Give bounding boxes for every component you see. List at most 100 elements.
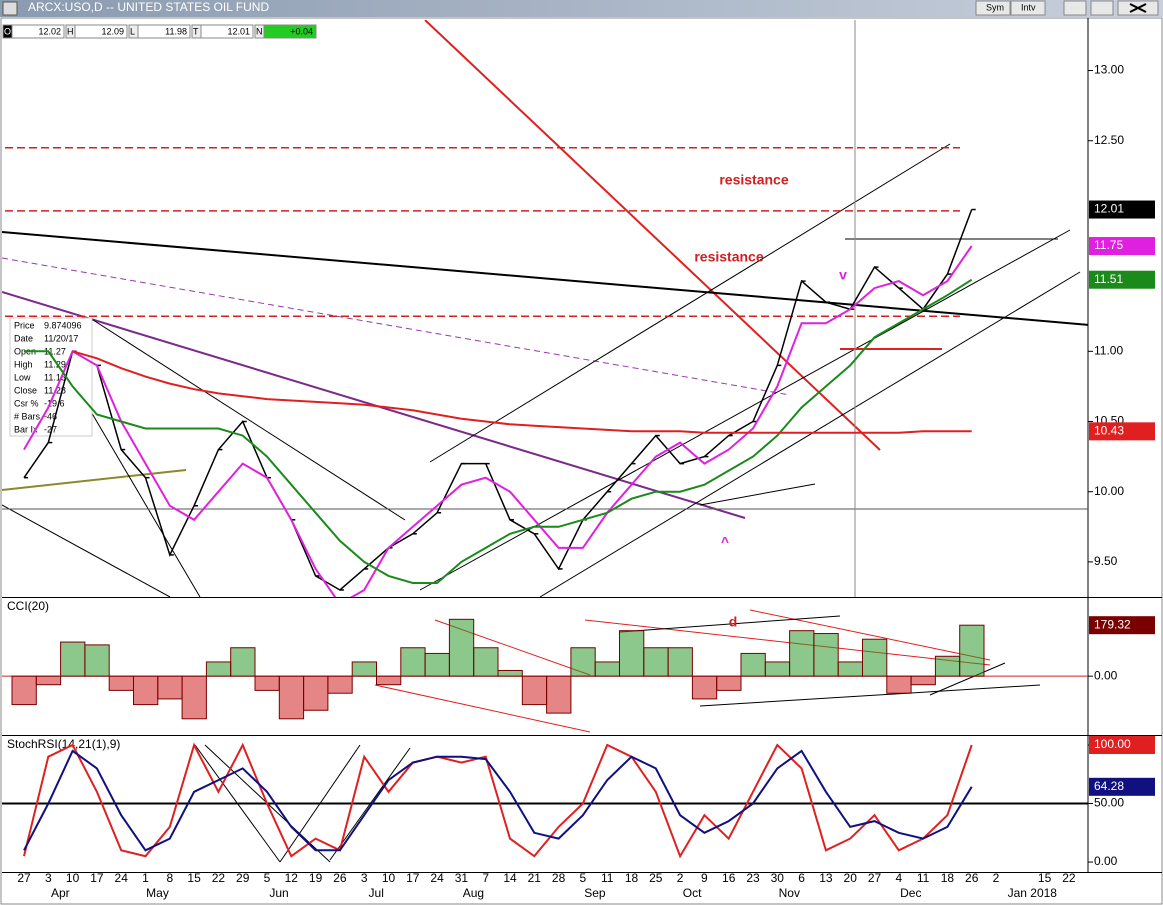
x-tick-label: 15 bbox=[187, 871, 201, 885]
x-tick-label: 11 bbox=[601, 871, 614, 885]
y-tick-label: 11.00 bbox=[1094, 343, 1123, 357]
last-value-box bbox=[1089, 616, 1155, 635]
series-line bbox=[23, 742, 973, 859]
data-window-value: -46 bbox=[44, 411, 57, 421]
intv-button[interactable] bbox=[1010, 0, 1046, 16]
y-tick-label: 9.50 bbox=[1094, 554, 1118, 568]
quote-value-box bbox=[200, 24, 254, 39]
window-title: ARCX:USO,D -- UNITED STATES OIL FUND bbox=[28, 0, 269, 14]
annotation: d bbox=[729, 614, 738, 630]
x-tick-label: 10 bbox=[66, 871, 80, 885]
last-value-box bbox=[1089, 270, 1155, 289]
bar bbox=[886, 675, 912, 694]
x-tick-label: 5 bbox=[264, 871, 271, 885]
annotation: v bbox=[839, 267, 847, 283]
x-month-label: Jul bbox=[369, 886, 384, 900]
x-tick-label: 31 bbox=[455, 871, 469, 885]
bar bbox=[740, 652, 766, 677]
series-line bbox=[72, 350, 972, 434]
last-value-label: 12.01 bbox=[1094, 202, 1124, 216]
bar bbox=[910, 675, 936, 686]
frame bbox=[0, 17, 1163, 905]
x-month-label: Aug bbox=[463, 886, 484, 900]
bar bbox=[862, 638, 888, 677]
trend-line bbox=[584, 619, 991, 666]
bar bbox=[254, 675, 280, 691]
x-tick-label: 3 bbox=[361, 871, 368, 885]
x-tick-label: 27 bbox=[17, 871, 31, 885]
trend-line bbox=[699, 483, 816, 506]
intv-label: Intv bbox=[1021, 2, 1036, 12]
y-tick-label: 12.50 bbox=[1094, 133, 1124, 147]
data-window-label: Low bbox=[14, 372, 31, 382]
minimize-button[interactable] bbox=[1063, 0, 1087, 16]
x-tick-label: 25 bbox=[649, 871, 663, 885]
bar bbox=[570, 647, 596, 677]
bar bbox=[716, 675, 742, 691]
trend-line bbox=[539, 271, 1081, 597]
maximize-button[interactable] bbox=[1090, 0, 1114, 16]
bar bbox=[764, 661, 791, 677]
close-icon bbox=[1129, 3, 1147, 13]
bar bbox=[84, 644, 110, 677]
sym-button[interactable] bbox=[975, 0, 1011, 16]
bar bbox=[376, 675, 402, 686]
x-tick-label: 13 bbox=[819, 871, 833, 885]
series-line bbox=[24, 278, 973, 584]
quote-key: O bbox=[4, 26, 11, 36]
trend-line bbox=[619, 615, 841, 633]
bar bbox=[133, 675, 159, 706]
quote-value-box bbox=[74, 24, 128, 39]
quote-value: 12.01 bbox=[227, 26, 250, 36]
quote-key: N bbox=[256, 26, 263, 36]
bar bbox=[789, 630, 815, 677]
data-window-value: 11.27 bbox=[44, 346, 66, 356]
trend-line bbox=[699, 684, 1041, 707]
trend-line bbox=[424, 20, 881, 451]
x-tick-label: 26 bbox=[333, 871, 347, 885]
quote-value-box bbox=[263, 24, 317, 39]
last-value-label: 179.32 bbox=[1094, 617, 1131, 631]
y-tick-label: 50.00 bbox=[1094, 796, 1124, 810]
x-tick-label: 17 bbox=[90, 871, 104, 885]
x-tick-label: 22 bbox=[1062, 871, 1076, 885]
layer bbox=[5, 147, 976, 597]
last-value-label: 100.00 bbox=[1094, 737, 1131, 751]
data-window-label: Date bbox=[14, 333, 33, 343]
x-tick-label: 27 bbox=[868, 871, 882, 885]
trend-line bbox=[2, 231, 1088, 326]
trend-line bbox=[749, 609, 991, 661]
layer bbox=[2, 742, 1088, 859]
x-tick-label: 16 bbox=[722, 871, 736, 885]
quote-key: L bbox=[130, 26, 135, 36]
data-window-label: Csr % bbox=[14, 398, 39, 408]
last-value-label: 64.28 bbox=[1094, 779, 1124, 793]
data-window-label: # Bars bbox=[14, 411, 41, 421]
x-month-label: Oct bbox=[683, 886, 702, 900]
x-tick-label: 7 bbox=[482, 871, 489, 885]
bar bbox=[619, 630, 645, 677]
data-window-value: -19.6 bbox=[44, 398, 65, 408]
data-window-label: Bar Ix bbox=[14, 424, 38, 434]
trend-line bbox=[374, 684, 591, 733]
x-tick-label: 1 bbox=[142, 871, 149, 885]
bar bbox=[959, 624, 985, 677]
x-tick-label: 11 bbox=[917, 871, 930, 885]
bar bbox=[837, 661, 864, 677]
x-tick-label: 17 bbox=[406, 871, 420, 885]
last-value-box bbox=[1089, 736, 1155, 755]
data-window-value: -27 bbox=[44, 424, 57, 434]
x-tick-label: 12 bbox=[285, 871, 299, 885]
x-tick-label: 8 bbox=[166, 871, 173, 885]
title-bar bbox=[0, 0, 1163, 17]
quote-key: T bbox=[193, 26, 199, 36]
x-tick-label: 29 bbox=[236, 871, 250, 885]
x-month-label: Jan 2018 bbox=[1008, 886, 1058, 900]
bar bbox=[521, 675, 548, 706]
bar bbox=[108, 675, 134, 691]
trend-line bbox=[2, 469, 187, 491]
y-tick-label: 0.00 bbox=[1094, 668, 1118, 682]
y-tick-label: 10.00 bbox=[1094, 484, 1124, 498]
sym-label: Sym bbox=[986, 2, 1004, 12]
